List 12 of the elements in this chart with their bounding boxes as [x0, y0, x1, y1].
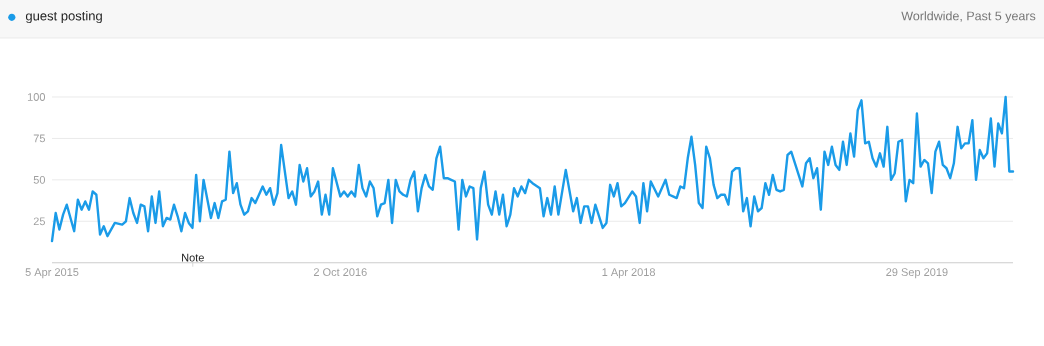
legend-label: guest posting	[25, 10, 102, 24]
x-tick-label: 2 Oct 2016	[313, 268, 367, 277]
x-tick-label: 5 Apr 2015	[25, 268, 79, 279]
x-tick-label: 1 Apr 2018	[602, 268, 656, 279]
y-tick-label: 100	[27, 93, 46, 101]
line-series	[50, 95, 1015, 243]
chart-subtitle: Worldwide, Past 5 years	[901, 11, 1036, 23]
y-tick-label: 50	[33, 175, 46, 184]
y-tick-label: 25	[33, 217, 45, 226]
x-tick-label: 29 Sep 2019	[886, 268, 948, 279]
annotation: Note	[182, 253, 204, 262]
y-tick-label: 75	[33, 134, 45, 143]
